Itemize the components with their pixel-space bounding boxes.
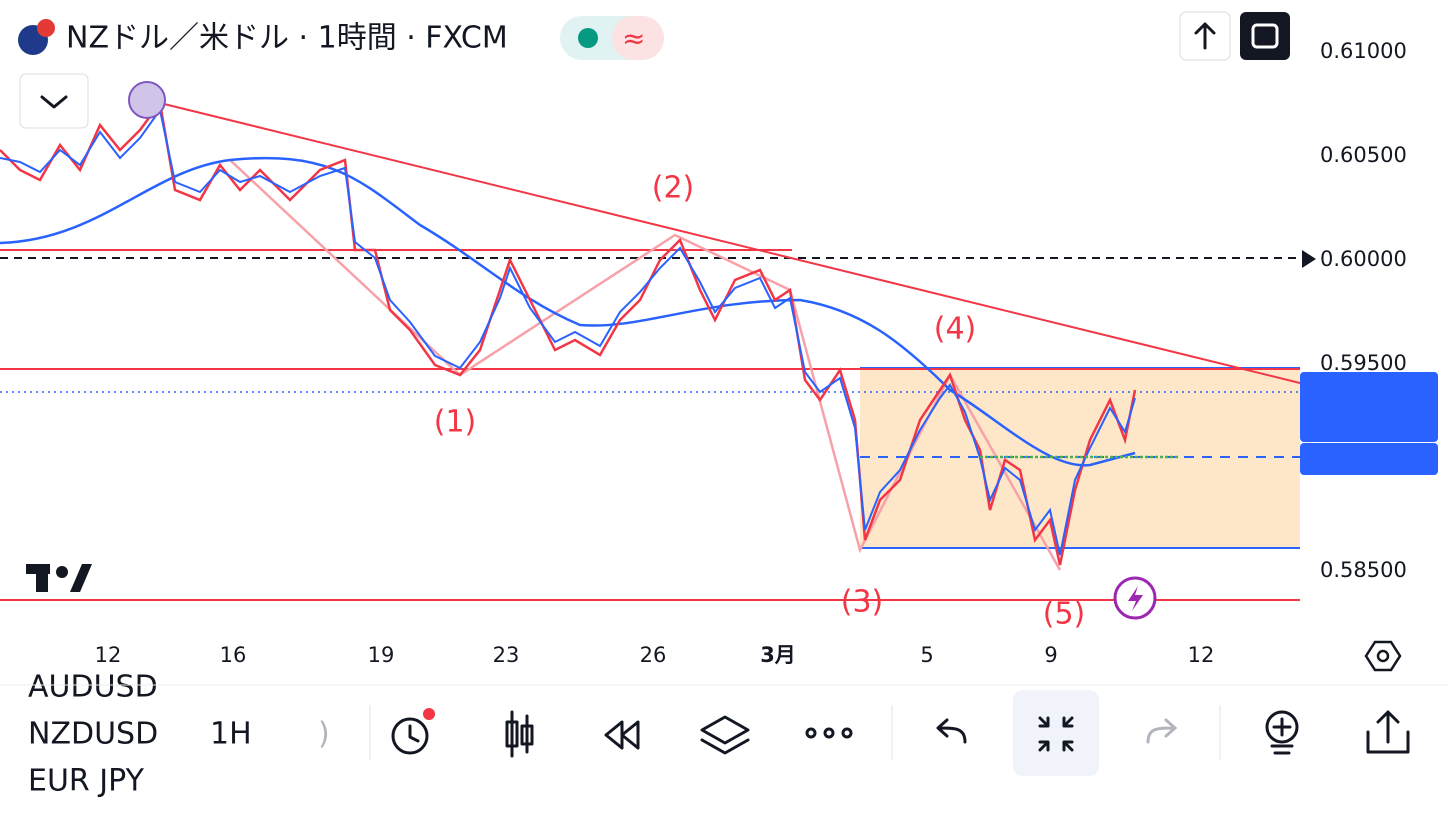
price-series-down [0,107,1136,556]
time-label: 26 [640,643,667,667]
price-label: 0.61000 [1320,39,1407,63]
time-label: 12 [1188,643,1215,667]
wave-label: (1) [434,405,477,440]
wave-label: (3) [841,585,884,620]
fullscreen-button[interactable] [1240,12,1290,60]
active-tool-bg [1013,690,1099,776]
time-label: 16 [220,643,247,667]
moving-average [0,156,1136,467]
market-open-dot [578,28,598,48]
price-label: 0.59500 [1320,351,1407,375]
symbol-button[interactable]: NZDUSD [28,717,158,752]
wave-label: (5) [1043,597,1086,632]
symbol-below: EUR JPY [28,764,145,799]
delay-icon: ≈ [622,22,645,55]
toolbar-icons [369,705,1410,760]
status-pill-right [612,16,664,60]
chevron [40,95,68,109]
price-line-marker [1302,250,1316,268]
time-label: 9 [1044,643,1057,667]
tv-logo [26,564,92,592]
plot-area [0,99,1300,601]
symbol-above: AUDUSD [28,670,158,705]
price-label: 0.58500 [1320,558,1407,582]
lightning [1128,586,1143,611]
time-label: 23 [493,643,520,667]
time-label: 3月 [760,643,796,667]
alert-price-badge [1300,443,1438,475]
time-label: 19 [368,643,395,667]
interval-button[interactable]: 1H [210,717,252,752]
last-price-badge [1300,372,1438,442]
price-label: 0.60500 [1320,143,1407,167]
wave-label: (4) [934,312,977,347]
toolbar-more: ) [318,717,330,752]
arrow-up [1194,22,1216,50]
wave-label: (2) [652,171,695,206]
flag-us [37,19,55,37]
price-label: 0.60000 [1320,247,1407,271]
time-label: 12 [95,643,122,667]
time-label: 5 [920,643,933,667]
settings-icon[interactable] [1364,640,1402,672]
replay-icon[interactable] [128,81,166,119]
trend-line [159,102,1300,384]
fullscreen-icon [1251,23,1279,49]
collapse-button[interactable] [19,73,89,129]
symbol-title: NZドル／米ドル · 1時間 · FXCM [66,21,508,56]
